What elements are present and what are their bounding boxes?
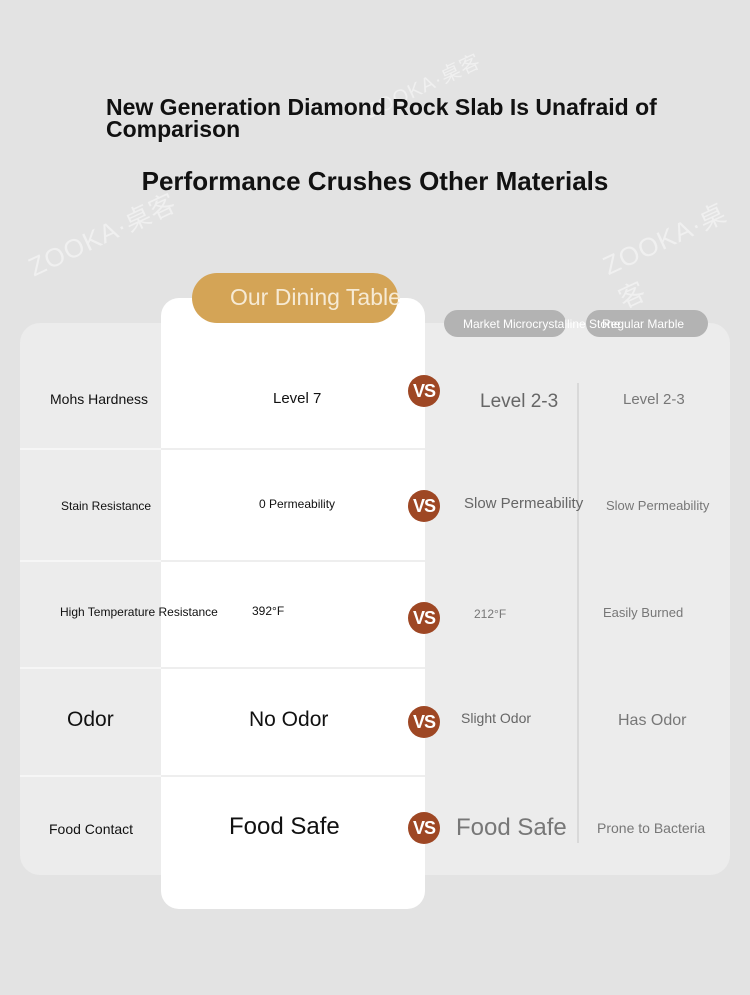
marble-value: Has Odor <box>618 712 687 729</box>
our-value: 392°F <box>252 604 285 618</box>
our-value: Level 7 <box>273 390 322 407</box>
row-divider <box>161 775 425 777</box>
marble-header: Regular Marble <box>602 317 685 331</box>
row-divider <box>20 775 161 777</box>
our-product-header-pill <box>192 273 398 323</box>
vs-badge: VS <box>408 706 440 738</box>
row-divider <box>20 667 161 669</box>
vs-badge: VS <box>408 602 440 634</box>
attribute-label: Stain Resistance <box>61 499 152 513</box>
vs-badge: VS <box>408 812 440 844</box>
microcrystalline-header-pill <box>444 310 566 337</box>
microcrystalline-value: Slight Odor <box>461 710 532 726</box>
watermark: ZOOKA·桌客 <box>23 187 182 283</box>
microcrystalline-header: Market Microcrystalline Stone <box>463 317 621 331</box>
marble-value: Slow Permeability <box>606 498 710 513</box>
row-divider <box>161 560 425 562</box>
attribute-label: Mohs Hardness <box>50 391 149 407</box>
headline: New Generation Diamond Rock Slab Is Unaf… <box>106 94 657 142</box>
microcrystalline-value: Slow Permeability <box>464 495 584 512</box>
column-divider <box>577 383 579 843</box>
marble-value: Easily Burned <box>603 605 684 620</box>
microcrystalline-value: 212°F <box>474 607 507 621</box>
marble-value: Prone to Bacteria <box>597 820 706 836</box>
marble-header-pill <box>586 310 708 337</box>
row-divider <box>20 448 161 450</box>
our-value: No Odor <box>249 708 329 731</box>
microcrystalline-value: Level 2-3 <box>480 391 559 412</box>
attribute-label: High Temperature Resistance <box>60 605 218 619</box>
row-divider <box>20 560 161 562</box>
our-value: Food Safe <box>229 813 340 840</box>
subheadline: Performance Crushes Other Materials <box>141 166 609 196</box>
attribute-label: Food Contact <box>49 821 134 837</box>
our-product-column <box>161 298 425 909</box>
row-divider <box>161 667 425 669</box>
our-product-header: Our Dining Table <box>230 284 401 310</box>
vs-badge: VS <box>408 490 440 522</box>
microcrystalline-value: Food Safe <box>456 814 567 841</box>
row-divider <box>161 448 425 450</box>
our-value: 0 Permeability <box>259 497 336 511</box>
marble-value: Level 2-3 <box>623 391 685 408</box>
watermark: ZOOKA·桌客 <box>598 197 732 315</box>
attribute-label: Odor <box>67 708 114 731</box>
vs-badge: VS <box>408 375 440 407</box>
